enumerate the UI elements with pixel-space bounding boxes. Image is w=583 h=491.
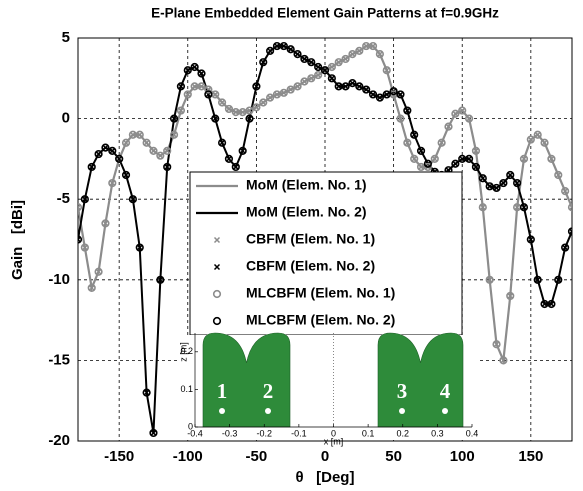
x-tick-label: 100 (450, 448, 475, 465)
inset-y-tick-label: 0.1 (180, 384, 193, 394)
cross-marker (501, 181, 506, 186)
x-tick-label: 0 (321, 448, 329, 465)
x-tick-label: 150 (518, 448, 543, 465)
legend-label: MoM (Elem. No. 1) (246, 177, 367, 193)
inset-x-tick-label: 0.2 (396, 428, 409, 438)
y-tick-label: 5 (62, 29, 70, 46)
y-tick-label: -10 (48, 271, 70, 288)
element-label: 4 (440, 379, 451, 403)
y-tick-label: -20 (48, 432, 70, 449)
x-tick-label: -50 (246, 448, 268, 465)
feed-point (399, 408, 405, 414)
inset-y-tick-label: 0 (188, 421, 193, 431)
inset-x-tick-label: -0.2 (256, 428, 272, 438)
x-axis-label: θ [Deg] (296, 469, 355, 486)
feed-point (442, 408, 448, 414)
element-label: 1 (217, 379, 228, 403)
legend-label: MoM (Elem. No. 2) (246, 204, 367, 220)
inset-x-tick-label: -0.3 (222, 428, 238, 438)
y-axis-label: Gain [dBi] (9, 200, 26, 280)
inset-x-tick-label: -0.1 (291, 428, 307, 438)
inset-x-label: x [m] (324, 436, 344, 446)
legend-box (190, 172, 462, 335)
legend-label: CBFM (Elem. No. 2) (246, 258, 375, 274)
y-tick-label: -5 (57, 190, 70, 207)
legend-label: CBFM (Elem. No. 1) (246, 231, 375, 247)
chart-title: E-Plane Embedded Element Gain Patterns a… (151, 6, 499, 21)
cross-marker (508, 173, 513, 178)
inset-x-tick-label: 0.4 (466, 428, 479, 438)
y-tick-label: -15 (48, 351, 70, 368)
feed-point (265, 408, 271, 414)
x-tick-label: -100 (173, 448, 203, 465)
x-tick-label: 50 (385, 448, 402, 465)
cross-marker (295, 52, 300, 57)
y-tick-label: 0 (62, 110, 70, 127)
legend-label: MLCBFM (Elem. No. 2) (246, 312, 395, 328)
inset-x-tick-label: 0.3 (431, 428, 444, 438)
chart: E-Plane Embedded Element Gain Patterns a… (0, 0, 583, 491)
feed-point (219, 408, 225, 414)
cross-marker (144, 140, 149, 145)
element-label: 3 (397, 379, 408, 403)
legend-label: MLCBFM (Elem. No. 1) (246, 285, 395, 301)
inset-y-label: z [m] (178, 342, 188, 362)
element-label: 2 (263, 379, 274, 403)
cross-marker (220, 100, 225, 105)
inset-x-tick-label: 0.1 (362, 428, 375, 438)
x-tick-label: -150 (104, 448, 134, 465)
cross-marker (329, 76, 334, 81)
cross-marker (453, 161, 458, 166)
